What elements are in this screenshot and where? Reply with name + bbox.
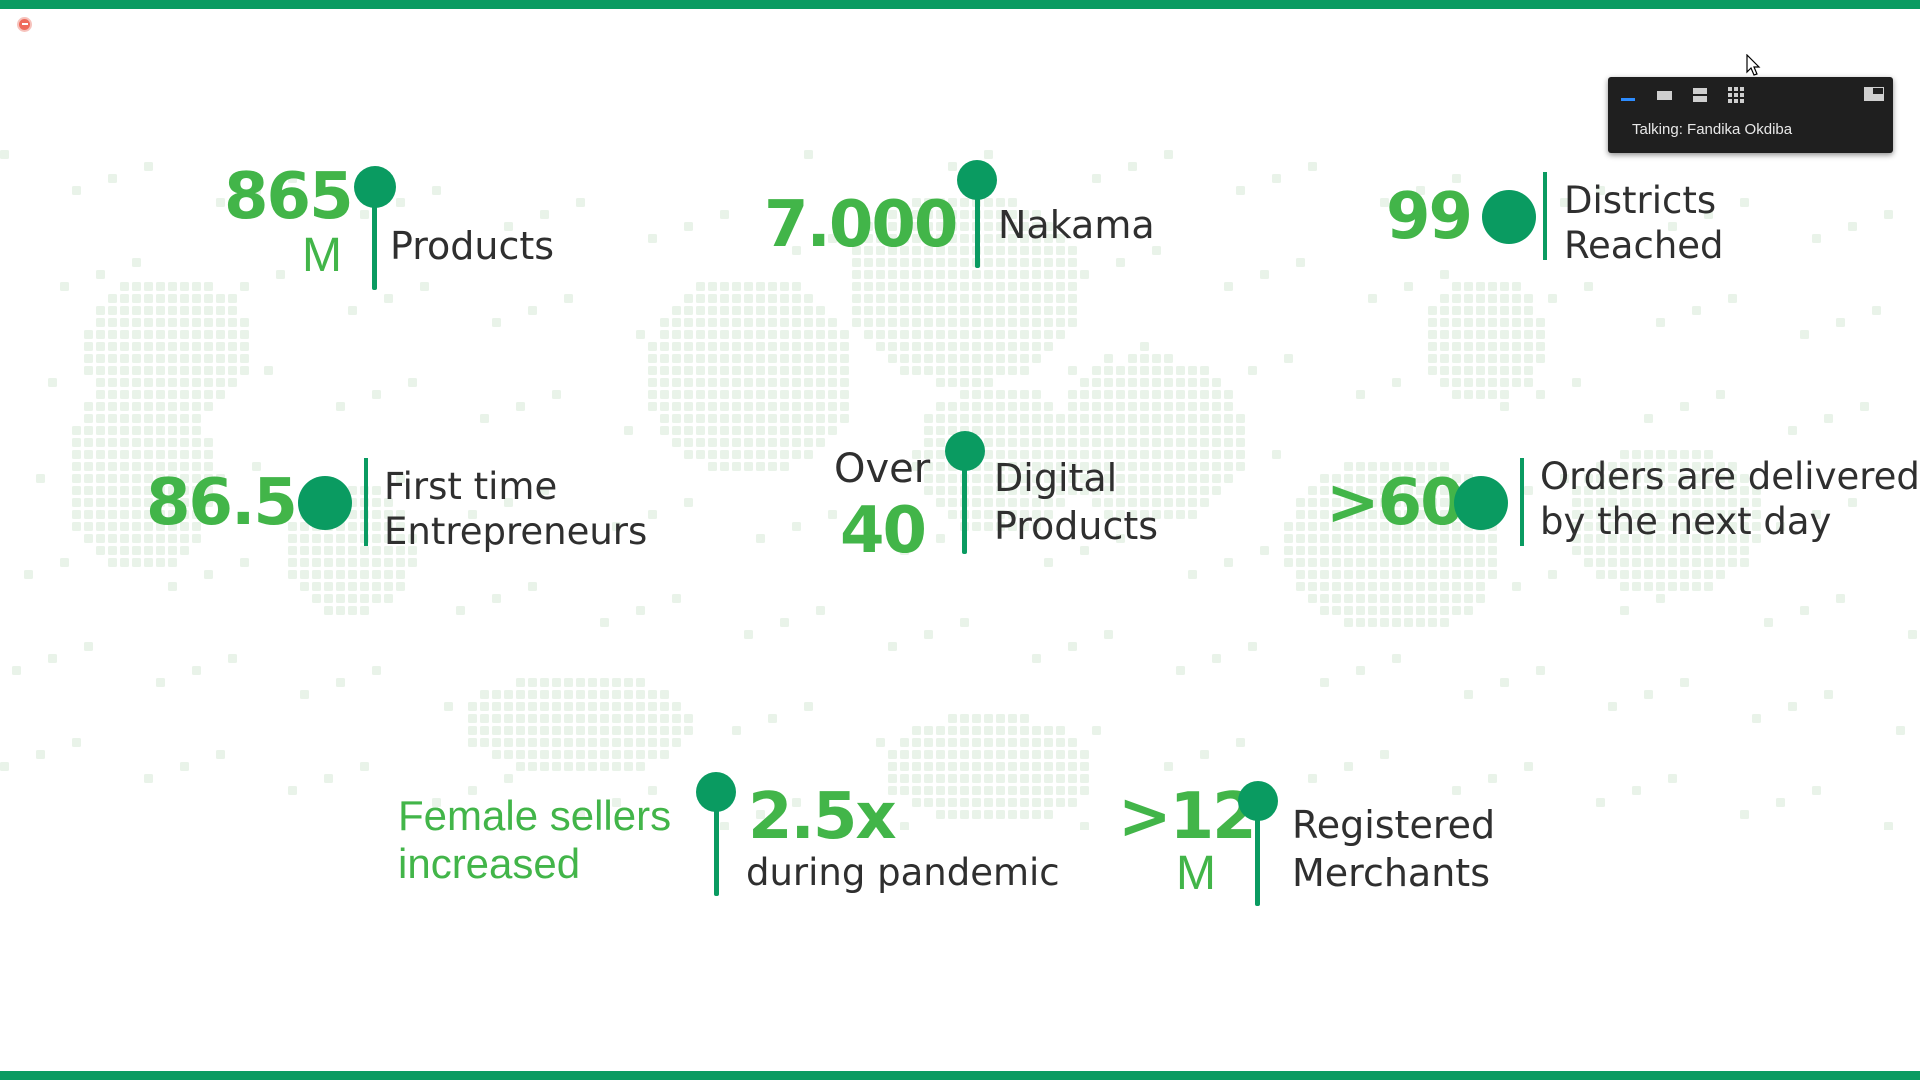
pin-stem [975,180,980,268]
stat-products-number: 865 [224,160,354,234]
pin-stem [372,190,377,290]
stat-merchants-number: >12 [1118,780,1257,854]
stat-nakama-label: Nakama [998,203,1155,247]
pin-head [1238,781,1278,821]
stat-districts-number: 99 [1386,180,1473,254]
bottom-accent-bar [0,1071,1920,1080]
gallery-view-icon[interactable] [1726,85,1746,105]
stat-nakama-number: 7.000 [764,188,958,262]
pin-stem [364,458,368,546]
minimize-icon[interactable] [1618,85,1638,105]
stat-merchants-unit: M [1176,847,1216,900]
stat-orders-label-1: Orders are delivered [1540,455,1920,498]
strip-view-icon[interactable] [1690,85,1710,105]
stat-entrepreneurs-label-1: First time [384,465,558,508]
stat-districts-label-2: Reached [1564,224,1724,267]
pin-head [1482,190,1536,244]
talking-indicator: Talking: Fandika Okdiba [1632,121,1793,138]
pin-stem [962,460,967,554]
stat-products-label: Products [390,224,555,268]
pin-stem [714,790,719,896]
pin-head [354,166,396,208]
top-accent-bar [0,0,1920,9]
recording-indicator-icon[interactable] [17,17,32,32]
stat-merchants-label-1: Registered [1292,803,1496,847]
pin-head [696,772,736,812]
stat-digital-label-2: Products [994,504,1159,548]
stat-female-label: during pandemic [746,851,1060,894]
pin-head [298,476,352,530]
pin-head [1454,476,1508,530]
mouse-cursor-icon [1746,54,1761,76]
pin-stem [1520,458,1524,546]
stat-districts-label-1: Districts [1564,179,1717,222]
pin-head [957,160,997,200]
stat-products-unit: M [302,229,342,282]
stat-female-intro-2: increased [398,840,581,887]
meeting-view-panel: Talking: Fandika Okdiba [1608,77,1893,153]
stat-entrepreneurs-label-2: Entrepreneurs [384,510,648,553]
stat-entrepreneurs-number: 86.5 [146,466,298,540]
view-options [1618,85,1746,105]
stat-merchants-label-2: Merchants [1292,851,1490,895]
stat-digital-number: 40 [840,494,927,568]
stat-digital-label-1: Digital [994,456,1118,500]
dotted-map-background [0,150,1917,830]
stat-orders-number: >60 [1326,466,1465,540]
pin-head [945,431,985,471]
speaker-view-icon[interactable] [1654,85,1674,105]
stat-female-number: 2.5x [748,780,897,854]
stat-digital-prefix: Over [834,446,931,492]
pin-stem [1255,800,1260,906]
pin-stem [1543,172,1547,260]
exit-fullscreen-icon[interactable] [1863,85,1885,105]
stat-female-intro-1: Female sellers [398,792,672,839]
stat-orders-label-2: by the next day [1540,500,1832,543]
